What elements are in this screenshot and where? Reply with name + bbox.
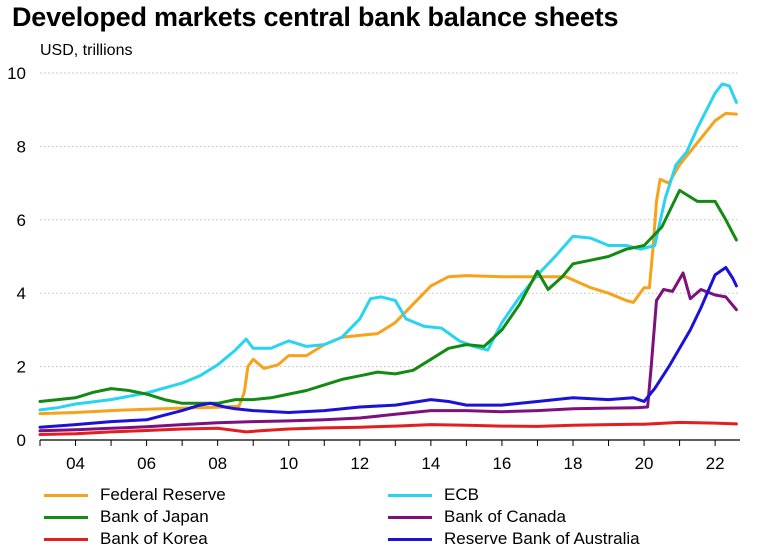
x-tick-label: 04 (66, 454, 85, 473)
y-tick-labels: 0 2 4 6 8 10 (7, 64, 26, 450)
y-tick-label: 10 (7, 64, 26, 83)
y-tick-label: 6 (17, 211, 26, 230)
x-tick-label: 14 (421, 454, 440, 473)
gridlines (40, 72, 740, 368)
x-tick-label: 22 (706, 454, 725, 473)
series-line-federal-reserve (38, 111, 738, 416)
x-tick-label: 06 (137, 454, 156, 473)
x-tick-label: 16 (492, 454, 511, 473)
x-tick-label: 08 (208, 454, 227, 473)
series-line-bank-of-canada (38, 271, 738, 433)
series-line-reserve-bank-of-australia (38, 266, 738, 429)
axes (39, 439, 740, 446)
x-tick-label: 18 (564, 454, 583, 473)
chart-subtitle: USD, trillions (40, 42, 133, 59)
series-line-bank-of-japan (38, 188, 738, 405)
x-tick-label: 12 (350, 454, 369, 473)
y-tick-label: 2 (17, 358, 26, 377)
series-line-ecb (38, 82, 738, 412)
x-tick-label: 20 (635, 454, 654, 473)
y-tick-label: 8 (17, 137, 26, 156)
y-tick-label: 0 (17, 431, 26, 450)
chart-title: Developed markets central bank balance s… (12, 2, 619, 32)
series-line-bank-of-korea (38, 420, 738, 436)
x-tick-label: 10 (279, 454, 298, 473)
series-lines (38, 82, 738, 436)
y-tick-label: 4 (17, 284, 26, 303)
x-tick-labels: 04 06 08 10 12 14 16 18 20 22 (66, 454, 725, 473)
